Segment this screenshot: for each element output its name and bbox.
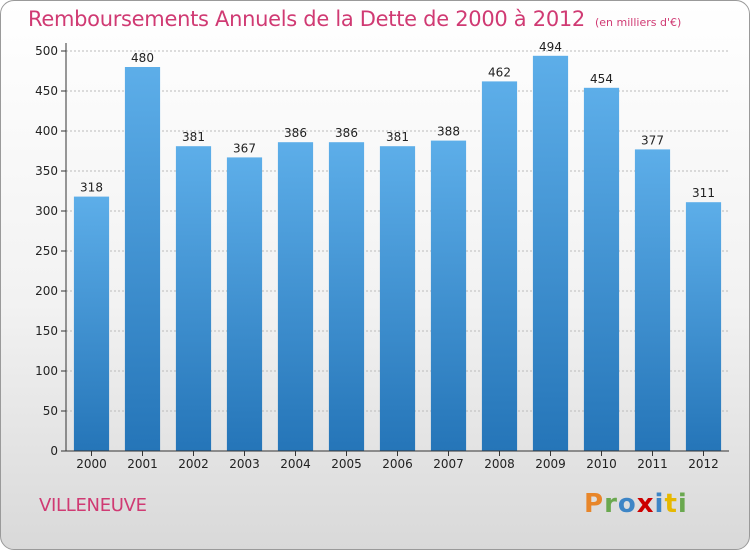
logo-letter: t: [664, 489, 678, 519]
bar-2012: [685, 202, 722, 451]
y-tick-label: 0: [50, 444, 58, 458]
bar-2011: [634, 149, 671, 451]
x-tick-label: 2010: [586, 457, 617, 471]
bar-value-label: 386: [284, 126, 307, 140]
proxiti-logo: Proxiti: [584, 489, 688, 519]
y-tick-label: 500: [35, 44, 58, 58]
logo-letter: P: [584, 489, 605, 519]
bar-2010: [583, 87, 620, 452]
x-tick-label: 2008: [484, 457, 515, 471]
y-tick-label: 100: [35, 364, 58, 378]
bar-2001: [124, 67, 161, 451]
logo-letter: i: [654, 489, 665, 519]
bar-2002: [175, 146, 212, 451]
bar-value-label: 386: [335, 126, 358, 140]
chart-unit: (en milliers d'€): [595, 16, 682, 29]
x-tick-label: 2006: [382, 457, 413, 471]
logo-letter: r: [604, 489, 618, 519]
x-tick-label: 2003: [229, 457, 260, 471]
logo-letter: o: [617, 489, 637, 519]
logo-letter: i: [677, 489, 688, 519]
bar-value-label: 494: [539, 40, 562, 54]
bar-value-label: 454: [590, 72, 613, 86]
bar-2009: [532, 55, 569, 452]
bar-value-label: 480: [131, 51, 154, 65]
axes: [61, 43, 729, 456]
y-tick-label: 450: [35, 84, 58, 98]
y-tick-label: 200: [35, 284, 58, 298]
bar-2008: [481, 81, 518, 452]
x-tick-label: 2011: [637, 457, 668, 471]
logo-letter: x: [636, 489, 655, 519]
x-tick-label: 2000: [76, 457, 107, 471]
y-tick-label: 250: [35, 244, 58, 258]
x-tick-label: 2001: [127, 457, 158, 471]
bar-2005: [328, 142, 365, 451]
bar-2003: [226, 157, 263, 451]
bar-value-label: 462: [488, 65, 511, 79]
x-tick-label: 2005: [331, 457, 362, 471]
bar-value-label: 377: [641, 133, 664, 147]
x-tick-label: 2009: [535, 457, 566, 471]
y-tick-label: 50: [43, 404, 58, 418]
bar-value-label: 381: [386, 130, 409, 144]
bar-value-label: 311: [692, 186, 715, 200]
title-block: Remboursements Annuels de la Dette de 20…: [28, 7, 681, 31]
x-tick-label: 2004: [280, 457, 311, 471]
bar-2006: [379, 146, 416, 451]
commune-name: VILLENEUVE: [39, 495, 147, 516]
x-tick-label: 2002: [178, 457, 209, 471]
bar-value-label: 367: [233, 141, 256, 155]
y-tick-label: 400: [35, 124, 58, 138]
bar-value-label: 318: [80, 181, 103, 195]
x-tick-label: 2007: [433, 457, 464, 471]
bar-2004: [277, 142, 314, 451]
y-tick-label: 300: [35, 204, 58, 218]
bar-2007: [430, 140, 467, 451]
tick-labels: 0 50 100 150 200 250 300 350 400 450 500 318 2000 480…: [35, 40, 719, 471]
x-tick-label: 2012: [688, 457, 719, 471]
bars: [73, 55, 722, 452]
y-tick-label: 350: [35, 164, 58, 178]
bar-value-label: 388: [437, 125, 460, 139]
y-tick-label: 150: [35, 324, 58, 338]
bar-value-label: 381: [182, 130, 205, 144]
bar-2000: [73, 196, 110, 451]
chart-title: Remboursements Annuels de la Dette de 20…: [28, 7, 585, 31]
